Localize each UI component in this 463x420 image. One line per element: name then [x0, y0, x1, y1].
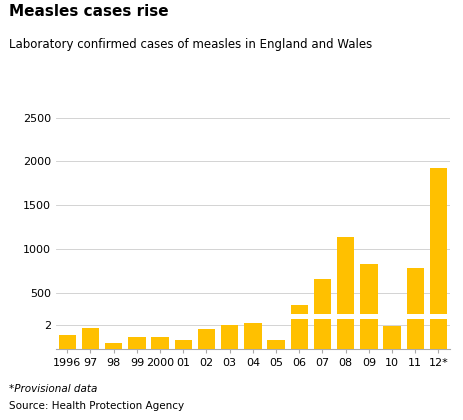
Bar: [197, 329, 215, 349]
Bar: [313, 270, 331, 349]
Bar: [313, 279, 331, 336]
Bar: [359, 264, 377, 336]
Bar: [429, 168, 446, 336]
Bar: [244, 323, 261, 349]
Bar: [336, 212, 354, 349]
Bar: [105, 332, 122, 336]
Bar: [128, 328, 145, 336]
Bar: [81, 321, 99, 336]
Bar: [151, 328, 169, 336]
Bar: [174, 340, 192, 349]
Bar: [290, 305, 307, 349]
Bar: [220, 325, 238, 349]
Bar: [128, 337, 145, 349]
Bar: [220, 319, 238, 336]
Bar: [406, 268, 423, 336]
Bar: [429, 118, 446, 349]
Bar: [406, 255, 423, 349]
Bar: [58, 326, 76, 336]
Bar: [382, 320, 400, 336]
Bar: [151, 336, 169, 349]
Bar: [359, 249, 377, 349]
Bar: [267, 340, 284, 349]
Bar: [174, 330, 192, 336]
Bar: [58, 335, 76, 349]
Bar: [105, 343, 122, 349]
Bar: [244, 318, 261, 336]
Bar: [81, 328, 99, 349]
Text: *Provisional data: *Provisional data: [9, 384, 97, 394]
Bar: [197, 322, 215, 336]
Bar: [336, 236, 354, 336]
Bar: [382, 326, 400, 349]
Text: Laboratory confirmed cases of measles in England and Wales: Laboratory confirmed cases of measles in…: [9, 38, 372, 51]
Text: Source: Health Protection Agency: Source: Health Protection Agency: [9, 401, 184, 411]
Text: Measles cases rise: Measles cases rise: [9, 4, 169, 19]
Bar: [267, 330, 284, 336]
Bar: [290, 305, 307, 336]
